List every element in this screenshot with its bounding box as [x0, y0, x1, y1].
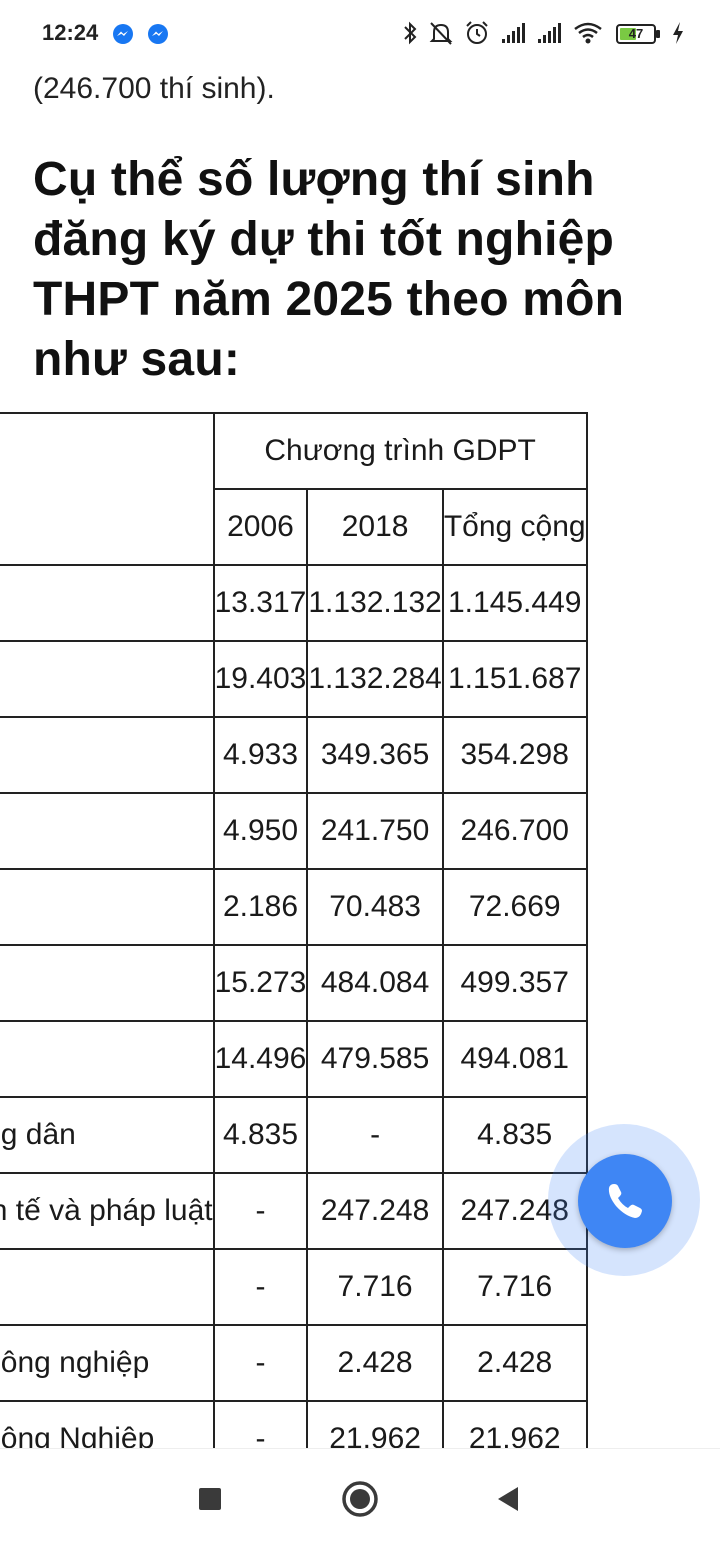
value-2018-cell: 484.084: [306, 944, 444, 1022]
total-cell: 1.151.687: [441, 640, 588, 718]
signal-icon: [538, 23, 561, 43]
table-scroll-container[interactable]: Môn Chương trình GDPT 2006 2018 Tổng cộn…: [0, 412, 720, 1448]
wifi-icon: [574, 22, 602, 44]
subject-cell: Công nghệ Công nghiệp: [0, 1324, 215, 1402]
total-cell: 246.700: [441, 792, 588, 870]
subject-cell: Giáo dục công dân: [0, 1096, 215, 1174]
value-2006-cell: -: [212, 1324, 309, 1402]
value-2006-cell: -: [212, 1400, 309, 1448]
value-2006-cell: 13.317: [212, 564, 309, 642]
messenger-icon: [113, 24, 133, 44]
table-row: Hóa học 4.950 241.750 246.700: [0, 792, 588, 870]
table-row: Giáo dục kinh tế và pháp luật - 247.248 …: [0, 1172, 588, 1250]
subject-header: Môn: [0, 412, 215, 566]
value-2006-cell: 4.933: [212, 716, 309, 794]
value-2018-cell: 241.750: [306, 792, 444, 870]
home-button[interactable]: [339, 1478, 381, 1520]
table-row: Tin học - 7.716 7.716: [0, 1248, 588, 1326]
table-row: Lịch sử 15.273 484.084 499.357: [0, 944, 588, 1022]
subject-cell: Ngữ văn: [0, 640, 215, 718]
article-paragraph-tail: (246.700 thí sinh).: [33, 72, 275, 105]
subject-cell: Lịch sử: [0, 944, 215, 1022]
value-2018-cell: 247.248: [306, 1172, 444, 1250]
navigation-bar: [0, 1448, 720, 1545]
value-2006-cell: -: [212, 1248, 309, 1326]
table-row: Vật lí 4.933 349.365 354.298: [0, 716, 588, 794]
value-2018-cell: 479.585: [306, 1020, 444, 1098]
total-cell: 1.145.449: [441, 564, 588, 642]
value-2006-cell: 19.403: [212, 640, 309, 718]
total-cell: 4.835: [441, 1096, 588, 1174]
call-button[interactable]: [578, 1154, 672, 1248]
value-2018-cell: 7.716: [306, 1248, 444, 1326]
messenger-icon: [148, 24, 168, 44]
total-cell: 2.428: [441, 1324, 588, 1402]
status-bar: 12:24: [0, 0, 720, 66]
total-cell: 494.081: [441, 1020, 588, 1098]
table-row: Ngữ văn 19.403 1.132.284 1.151.687: [0, 640, 588, 718]
value-2018-cell: 1.132.284: [306, 640, 444, 718]
table-row: Công nghệ Nông Nghiệp - 21.962 21.962: [0, 1400, 588, 1448]
signal-icon: [502, 23, 525, 43]
subject-cell: Tin học: [0, 1248, 215, 1326]
total-cell: 72.669: [441, 868, 588, 946]
value-2018-cell: 21.962: [306, 1400, 444, 1448]
value-2018-cell: 2.428: [306, 1324, 444, 1402]
battery-icon: 47: [616, 24, 660, 44]
value-2018-cell: -: [306, 1096, 444, 1174]
alarm-icon: [466, 21, 488, 44]
column-header-2018: 2018: [306, 488, 444, 566]
value-2018-cell: 1.132.132: [306, 564, 444, 642]
subject-cell: Vật lí: [0, 716, 215, 794]
subject-cell: Hóa học: [0, 792, 215, 870]
value-2006-cell: 4.835: [212, 1096, 309, 1174]
subject-cell: Công nghệ Nông Nghiệp: [0, 1400, 215, 1448]
back-button[interactable]: [490, 1479, 530, 1519]
subject-cell: Giáo dục kinh tế và pháp luật: [0, 1172, 215, 1250]
table-row: Địa lí 14.496 479.585 494.081: [0, 1020, 588, 1098]
subject-cell: Sinh học: [0, 868, 215, 946]
status-time: 12:24: [42, 20, 99, 45]
table-row: Giáo dục công dân 4.835 - 4.835: [0, 1096, 588, 1174]
mute-icon: [429, 22, 453, 45]
subject-cell: Địa lí: [0, 1020, 215, 1098]
value-2018-cell: 349.365: [306, 716, 444, 794]
section-heading: Cụ thể số lượng thí sinh đăng ký dự thi …: [33, 153, 625, 386]
total-cell: 354.298: [441, 716, 588, 794]
table-row: Toán 13.317 1.132.132 1.145.449: [0, 564, 588, 642]
total-cell: 21.962: [441, 1400, 588, 1448]
value-2006-cell: 4.950: [212, 792, 309, 870]
value-2006-cell: 15.273: [212, 944, 309, 1022]
total-cell: 7.716: [441, 1248, 588, 1326]
recents-button[interactable]: [190, 1479, 230, 1519]
value-2006-cell: 2.186: [212, 868, 309, 946]
value-2006-cell: -: [212, 1172, 309, 1250]
phone-icon: [608, 1184, 642, 1218]
registration-table: Môn Chương trình GDPT 2006 2018 Tổng cộn…: [0, 412, 588, 1448]
bluetooth-icon: [404, 21, 417, 45]
subject-cell: Toán: [0, 564, 215, 642]
charging-icon: [673, 22, 683, 44]
column-header-total: Tổng cộng: [441, 488, 588, 566]
total-cell: 499.357: [441, 944, 588, 1022]
table-row: Công nghệ Công nghiệp - 2.428 2.428: [0, 1324, 588, 1402]
program-group-header: Chương trình GDPT: [212, 412, 588, 490]
value-2018-cell: 70.483: [306, 868, 444, 946]
value-2006-cell: 14.496: [212, 1020, 309, 1098]
battery-level: 47: [628, 26, 644, 41]
column-header-2006: 2006: [212, 488, 309, 566]
table-row: Sinh học 2.186 70.483 72.669: [0, 868, 588, 946]
